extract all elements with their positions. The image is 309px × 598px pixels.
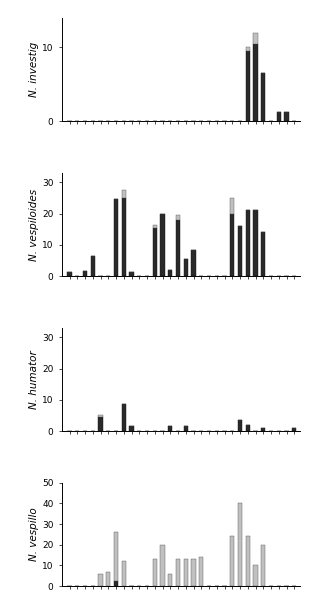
Bar — [230, 536, 235, 586]
Bar — [184, 259, 188, 276]
Bar — [99, 417, 103, 431]
Bar — [238, 226, 242, 276]
Bar — [168, 573, 172, 586]
Bar — [292, 428, 296, 431]
Bar — [230, 213, 235, 276]
Bar — [238, 420, 242, 431]
Bar — [284, 112, 289, 121]
Bar — [176, 220, 180, 276]
Y-axis label: N. vespillo: N. vespillo — [29, 508, 39, 562]
Bar — [253, 565, 258, 586]
Bar — [99, 414, 103, 417]
Bar — [160, 545, 165, 586]
Bar — [114, 200, 118, 276]
Bar — [153, 224, 157, 228]
Bar — [67, 273, 72, 276]
Bar — [230, 198, 235, 213]
Bar — [160, 213, 165, 276]
Bar — [176, 215, 180, 220]
Bar — [246, 536, 250, 586]
Bar — [261, 233, 265, 276]
Bar — [261, 428, 265, 431]
Bar — [261, 545, 265, 586]
Bar — [114, 581, 118, 586]
Bar — [153, 559, 157, 586]
Bar — [253, 33, 258, 44]
Bar — [114, 532, 118, 581]
Bar — [122, 190, 126, 198]
Bar — [184, 559, 188, 586]
Bar — [199, 557, 203, 586]
Bar — [191, 559, 196, 586]
Bar — [246, 51, 250, 121]
Bar — [261, 74, 265, 121]
Bar — [238, 504, 242, 586]
Bar — [129, 426, 134, 431]
Bar — [253, 44, 258, 121]
Bar — [153, 228, 157, 276]
Y-axis label: N. humator: N. humator — [29, 350, 39, 409]
Bar — [83, 271, 87, 276]
Bar — [277, 112, 281, 121]
Bar — [184, 426, 188, 431]
Bar — [91, 256, 95, 276]
Bar — [246, 210, 250, 276]
Bar — [122, 198, 126, 276]
Bar — [168, 270, 172, 276]
Bar — [253, 210, 258, 276]
Bar — [129, 273, 134, 276]
Bar — [246, 425, 250, 431]
Bar — [191, 249, 196, 276]
Bar — [168, 426, 172, 431]
Bar — [99, 573, 103, 586]
Bar — [176, 559, 180, 586]
Bar — [106, 572, 110, 586]
Y-axis label: N. vespiloides: N. vespiloides — [29, 188, 39, 261]
Bar — [122, 404, 126, 431]
Bar — [122, 562, 126, 586]
Y-axis label: N. investig: N. investig — [29, 42, 39, 97]
Bar — [246, 47, 250, 51]
